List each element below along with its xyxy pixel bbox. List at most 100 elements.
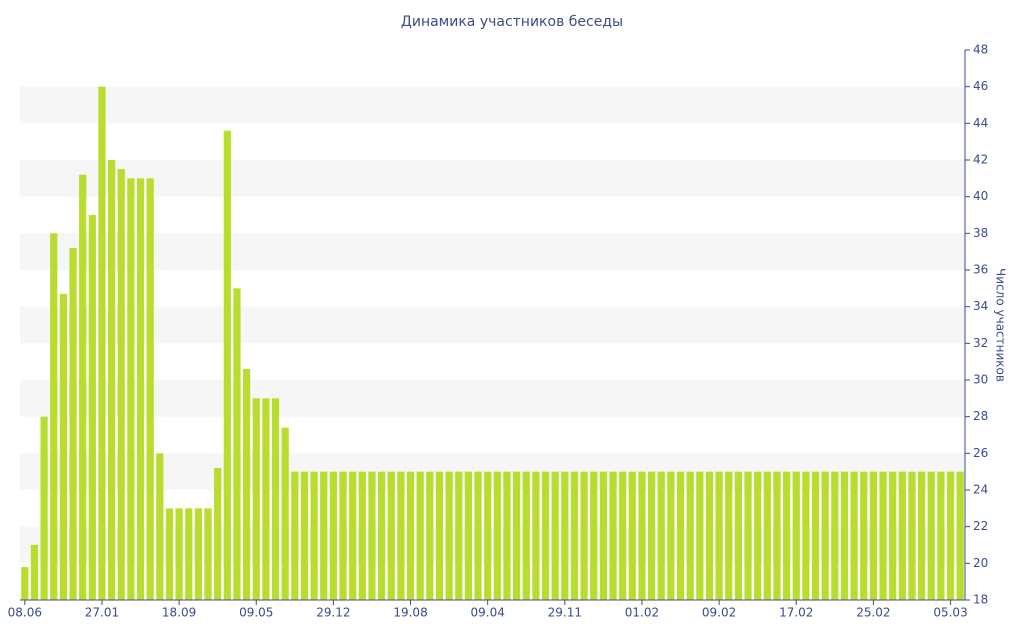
bar [783, 471, 791, 600]
bar [165, 508, 174, 600]
bar [503, 471, 511, 600]
bar [223, 130, 231, 600]
bar [233, 288, 241, 600]
bar [416, 471, 424, 600]
bar [657, 471, 665, 600]
bar [619, 471, 627, 600]
x-tick-label: 01.02 [625, 606, 659, 620]
bar [551, 471, 559, 600]
bar [715, 471, 723, 600]
bar [696, 471, 704, 600]
bar [185, 508, 193, 600]
bar [831, 471, 839, 600]
y-tick-label: 42 [973, 153, 988, 167]
x-tick-label: 18.09 [162, 606, 196, 620]
chart-title: Динамика участников беседы [401, 14, 623, 30]
bar [474, 471, 482, 600]
bar [339, 471, 347, 600]
bar [262, 398, 270, 600]
bar [590, 471, 598, 600]
x-tick-label: 29.11 [548, 606, 582, 620]
bar [840, 471, 849, 600]
bar [908, 471, 916, 600]
bar [821, 471, 829, 600]
bar [686, 471, 694, 600]
bar [271, 398, 280, 600]
x-tick-label: 09.04 [470, 606, 504, 620]
bar [628, 471, 636, 600]
grid-band [20, 306, 965, 344]
bar [522, 471, 530, 600]
bar [879, 471, 887, 600]
bar [30, 545, 39, 600]
bar [378, 471, 386, 600]
bar [156, 453, 164, 600]
bar [368, 471, 376, 600]
bar [667, 471, 675, 600]
bar [648, 471, 656, 600]
bar [561, 471, 569, 600]
bar [937, 471, 945, 600]
bar [464, 471, 472, 600]
y-tick-label: 24 [973, 483, 988, 497]
bar [281, 427, 289, 600]
bar [918, 471, 926, 600]
bar [310, 471, 318, 600]
bar [860, 471, 868, 600]
bar [175, 508, 183, 600]
bar [69, 248, 77, 600]
bar [136, 178, 145, 601]
bar [320, 471, 328, 600]
bar [387, 471, 395, 600]
bar [21, 567, 29, 600]
bar [291, 471, 299, 600]
x-tick-label: 25.02 [856, 606, 890, 620]
bar [88, 215, 96, 600]
bar [927, 471, 935, 600]
y-tick-label: 30 [973, 373, 988, 387]
y-tick-label: 46 [973, 79, 988, 93]
bar [754, 471, 762, 600]
bar [773, 471, 781, 600]
bar [946, 471, 955, 600]
x-tick-label: 09.02 [702, 606, 736, 620]
y-tick-label: 22 [973, 519, 988, 533]
bar [850, 471, 858, 600]
bar [638, 471, 646, 600]
x-tick-label: 08.06 [8, 606, 42, 620]
bar [580, 471, 588, 600]
bar [397, 471, 405, 600]
y-axis-label: Число участников [994, 268, 1008, 382]
grid-band [20, 233, 965, 270]
bar [869, 471, 877, 600]
bar [40, 416, 48, 600]
bar [435, 471, 444, 600]
bar [898, 471, 906, 600]
y-tick-label: 34 [973, 299, 988, 313]
y-tick-label: 36 [973, 263, 988, 277]
bar [426, 471, 434, 600]
bar [455, 471, 463, 600]
bar [98, 86, 106, 600]
y-tick-label: 32 [973, 336, 988, 350]
bar [532, 471, 540, 600]
y-tick-label: 28 [973, 409, 988, 423]
bar [127, 178, 135, 601]
y-tick-label: 20 [973, 556, 988, 570]
bar [146, 178, 154, 601]
grid-band [20, 160, 965, 197]
bar [734, 471, 742, 600]
bar [50, 233, 58, 601]
bar [59, 293, 67, 600]
y-tick-label: 48 [973, 43, 988, 57]
x-tick-label: 09.05 [239, 606, 273, 620]
bar [329, 471, 337, 600]
y-tick-label: 18 [973, 593, 988, 607]
bar [252, 398, 260, 600]
bar [79, 174, 87, 600]
bar [204, 508, 212, 600]
bar [956, 471, 964, 600]
x-tick-label: 27.01 [85, 606, 119, 620]
bar [214, 468, 222, 600]
